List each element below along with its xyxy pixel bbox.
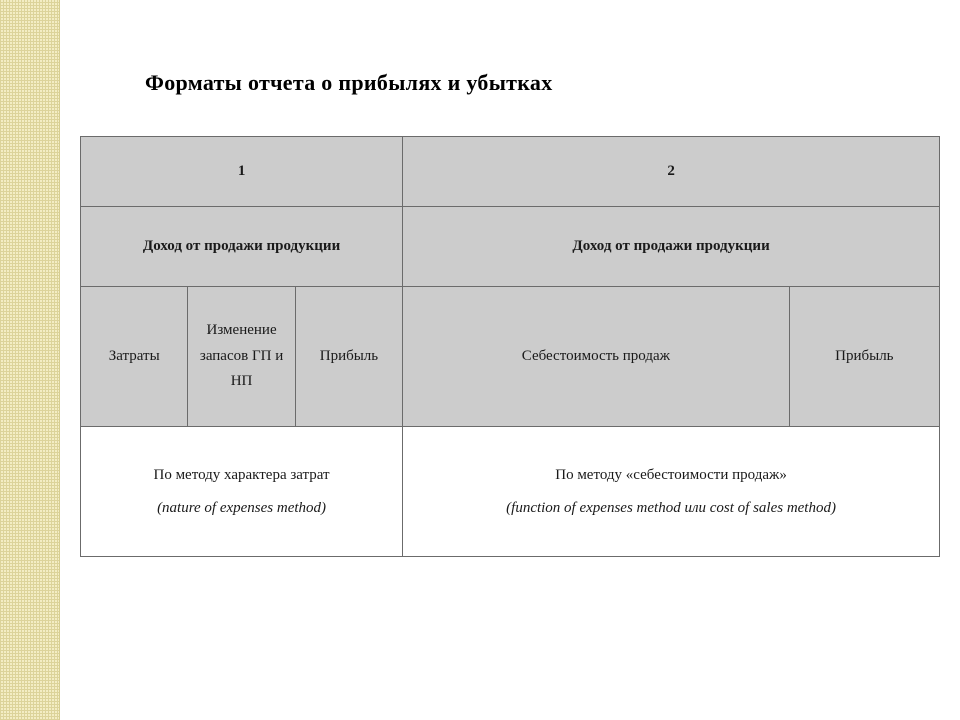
method-left-sub: (nature of expenses method): [157, 500, 326, 516]
table-subheader-row: Доход от продажи продукции Доход от прод…: [81, 207, 940, 287]
detail-cell-1: Затраты: [81, 287, 188, 427]
table-details-row: Затраты Изменение запасов ГП и НП Прибыл…: [81, 287, 940, 427]
detail-cell-5: Прибыль: [789, 287, 939, 427]
header-col-2: 2: [403, 137, 940, 207]
formats-table: 1 2 Доход от продажи продукции Доход от …: [80, 136, 940, 557]
method-left: По методу характера затрат (nature of ex…: [81, 427, 403, 557]
subheader-right: Доход от продажи продукции: [403, 207, 940, 287]
detail-cell-4: Себестоимость продаж: [403, 287, 790, 427]
method-left-main: По методу характера затрат: [153, 467, 329, 483]
main-content: Форматы отчета о прибылях и убытках 1 2 …: [80, 70, 940, 557]
decorative-side-strip: [0, 0, 60, 720]
detail-cell-3: Прибыль: [295, 287, 402, 427]
method-right-main: По методу «себестоимости продаж»: [555, 467, 787, 483]
method-right-sub: (function of expenses method или cost of…: [506, 500, 836, 516]
detail-cell-2: Изменение запасов ГП и НП: [188, 287, 295, 427]
header-col-1: 1: [81, 137, 403, 207]
method-right: По методу «себестоимости продаж» (functi…: [403, 427, 940, 557]
subheader-left: Доход от продажи продукции: [81, 207, 403, 287]
table-method-row: По методу характера затрат (nature of ex…: [81, 427, 940, 557]
table-header-row: 1 2: [81, 137, 940, 207]
page-title: Форматы отчета о прибылях и убытках: [145, 70, 940, 96]
